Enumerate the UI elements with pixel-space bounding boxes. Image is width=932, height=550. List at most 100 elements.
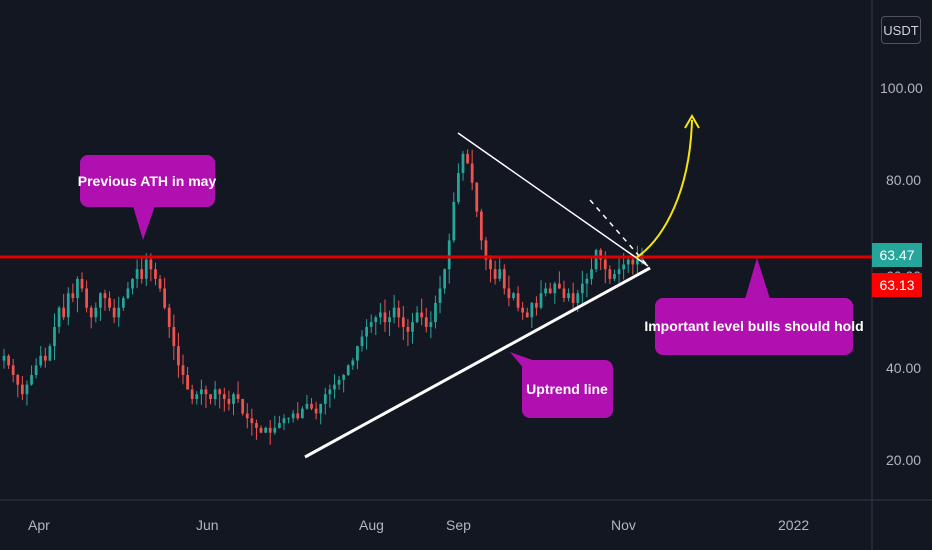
candle-body <box>264 427 268 433</box>
candle-body <box>415 312 419 323</box>
candle-body <box>489 259 492 270</box>
candle-body <box>43 355 47 361</box>
candle-body <box>236 394 240 400</box>
last-price-text: 63.47 <box>879 247 914 263</box>
candle-body <box>163 288 167 308</box>
candle-body <box>493 269 497 279</box>
candle-body <box>512 293 515 299</box>
candle-body <box>222 394 226 400</box>
candle-body <box>218 389 222 395</box>
last-price-label: 63.47 <box>872 243 922 267</box>
candle-body <box>48 346 52 361</box>
candle-body <box>310 403 313 409</box>
candle-body <box>80 278 84 289</box>
candle-body <box>346 365 350 375</box>
candle-body <box>89 307 93 318</box>
candle-body <box>539 293 543 308</box>
candle-body <box>365 326 368 337</box>
candle-body <box>259 427 263 433</box>
y-tick-label: 80.00 <box>886 172 921 188</box>
candle-body <box>383 312 387 323</box>
level-price-text: 63.13 <box>879 277 914 293</box>
candle-body <box>443 269 447 289</box>
candle-body <box>406 326 410 332</box>
candle-body <box>305 403 309 409</box>
candle-body <box>282 418 286 424</box>
candle-body <box>291 413 295 419</box>
candle-body <box>351 360 355 366</box>
currency-selector[interactable]: USDT <box>881 16 921 44</box>
candle-body <box>255 423 258 428</box>
candle-body <box>356 346 359 361</box>
candle-body <box>562 288 566 299</box>
candle-body <box>34 365 38 375</box>
candle-body <box>374 317 378 323</box>
candle-body <box>521 307 525 313</box>
arrow-head-icon <box>684 114 700 129</box>
candle-body <box>424 317 428 327</box>
candle-body <box>479 211 483 241</box>
candle-body <box>434 302 437 323</box>
y-tick-label: 100.00 <box>880 80 923 96</box>
candle-body <box>85 288 88 308</box>
candle-body <box>553 283 557 294</box>
candle-body <box>62 307 66 318</box>
candle-body <box>16 375 20 385</box>
y-tick-label: 40.00 <box>886 360 921 376</box>
candle-body <box>457 173 460 202</box>
candle-body <box>378 312 382 318</box>
candle-body <box>167 307 171 327</box>
candle-body <box>585 278 589 284</box>
level-callout: Important level bulls should hold <box>644 258 864 355</box>
candle-body <box>30 375 33 385</box>
candle-body <box>121 298 125 308</box>
candle-body <box>461 153 465 174</box>
candle-body <box>580 283 584 294</box>
candle-body <box>470 163 474 183</box>
candle-body <box>342 375 346 380</box>
candle-body <box>241 399 245 414</box>
candle-body <box>484 240 488 260</box>
candle-body <box>498 269 502 279</box>
candle-body <box>245 413 249 419</box>
candle-body <box>99 293 102 308</box>
candle-body <box>227 399 231 404</box>
candle-body <box>397 307 401 318</box>
candle-body <box>516 293 520 308</box>
candle-body <box>525 312 529 318</box>
candle-body <box>190 389 194 400</box>
candle-body <box>631 259 635 265</box>
x-tick-label: Apr <box>28 517 50 533</box>
candle-body <box>590 269 593 279</box>
uptrend-callout: Uptrend line <box>510 352 613 418</box>
candle-body <box>599 250 603 260</box>
bullish-projection-arrow <box>635 119 693 259</box>
candle-body <box>567 293 570 299</box>
candle-body <box>548 288 552 294</box>
descending-trendline <box>457 132 649 267</box>
candle-body <box>154 269 157 279</box>
candle-body <box>328 389 332 395</box>
candle-body <box>323 394 327 404</box>
candle-body <box>544 288 547 294</box>
candle-body <box>337 379 341 385</box>
x-axis: Apr Jun Aug Sep Nov 2022 <box>28 517 809 533</box>
candle-body <box>57 307 61 327</box>
candle-body <box>131 278 134 289</box>
candle-body <box>144 259 148 279</box>
x-tick-label: Jun <box>196 517 219 533</box>
candle-body <box>452 201 456 241</box>
uptrend-callout-text: Uptrend line <box>526 381 608 397</box>
level-callout-text: Important level bulls should hold <box>644 318 863 334</box>
candle-body <box>466 153 469 164</box>
candle-body <box>213 389 217 400</box>
candle-body <box>158 278 162 289</box>
candle-body <box>250 418 254 424</box>
candle-body <box>447 240 451 270</box>
candle-body <box>177 346 180 366</box>
candle-body <box>411 322 414 332</box>
candle-body <box>558 283 561 289</box>
ath-callout-text: Previous ATH in may <box>78 173 217 189</box>
candle-body <box>626 259 630 265</box>
